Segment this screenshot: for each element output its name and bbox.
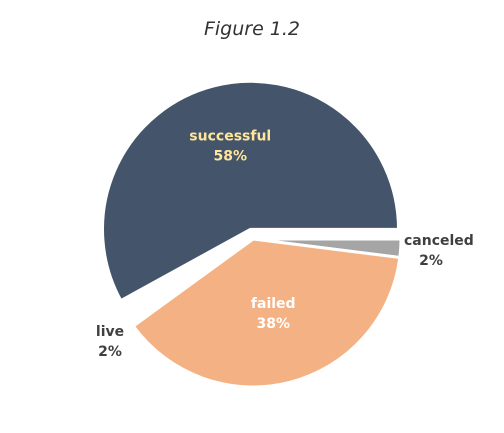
pie-labels: canceled 2% failed 38% live 2% successful 58%	[96, 128, 474, 360]
slice-percent-successful: 58%	[214, 148, 248, 164]
slice-percent-live: 2%	[98, 344, 122, 360]
pie-slices	[101, 79, 403, 389]
chart-title: Figure 1.2	[204, 18, 300, 40]
slice-percent-failed: 38%	[256, 316, 290, 332]
slice-label-successful: successful	[189, 128, 271, 144]
slice-label-failed: failed	[251, 296, 296, 312]
pie-slice-successful	[101, 79, 401, 303]
pie-slice-failed	[131, 237, 402, 389]
slice-label-canceled: canceled	[404, 233, 474, 249]
pie-slice-live	[121, 237, 255, 328]
slice-label-live: live	[96, 324, 124, 340]
slice-percent-canceled: 2%	[419, 253, 443, 269]
